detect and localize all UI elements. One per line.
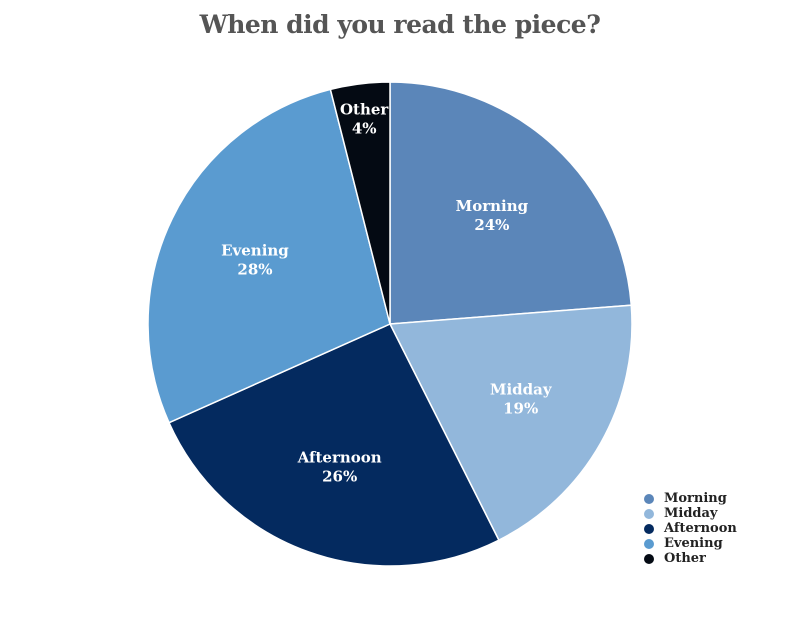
slice-label-afternoon: Afternoon 26% [297,448,382,485]
legend-swatch [644,523,654,534]
legend-label: Afternoon [664,521,737,536]
pie-slice-other [329,81,391,325]
legend-swatch [644,508,654,519]
legend-label: Evening [664,536,723,551]
legend-item-afternoon: Afternoon [644,521,737,536]
legend-item-other: Other [644,551,737,566]
legend-label: Other [664,551,706,566]
slice-label-morning: Morning 24% [456,197,529,234]
slice-name: Midday [490,381,553,399]
pie-slice-morning [389,81,633,325]
slice-label-other: Other 4% [340,100,389,137]
pie-labels: Morning 24% Midday 19% Afternoon 26% Evening 28… [221,100,553,485]
legend-swatch [644,538,654,549]
legend-item-midday: Midday [644,506,737,521]
chart-title: When did you read the piece? [199,10,601,39]
pie-slice-midday [388,304,633,542]
legend-item-morning: Morning [644,491,737,506]
slice-name: Other [340,100,389,118]
slice-value: 28% [237,261,272,279]
slice-name: Morning [456,197,529,215]
legend-swatch [644,553,654,564]
slice-label-midday: Midday 19% [490,381,553,418]
slice-name: Evening [221,242,289,260]
legend-item-evening: Evening [644,536,737,551]
slice-label-evening: Evening 28% [221,242,289,279]
slice-value: 26% [322,467,357,485]
pie-slice-afternoon [168,323,500,567]
slice-value: 19% [503,400,538,418]
pie-slices [147,81,633,567]
pie-slice-evening [147,88,391,424]
slice-value: 24% [474,216,509,234]
legend-swatch [644,493,654,504]
legend-label: Morning [664,491,727,506]
legend-label: Midday [664,506,718,521]
legend: Morning Midday Afternoon Evening Other [644,491,737,566]
slice-name: Afternoon [297,448,382,466]
slice-value: 4% [352,119,377,137]
